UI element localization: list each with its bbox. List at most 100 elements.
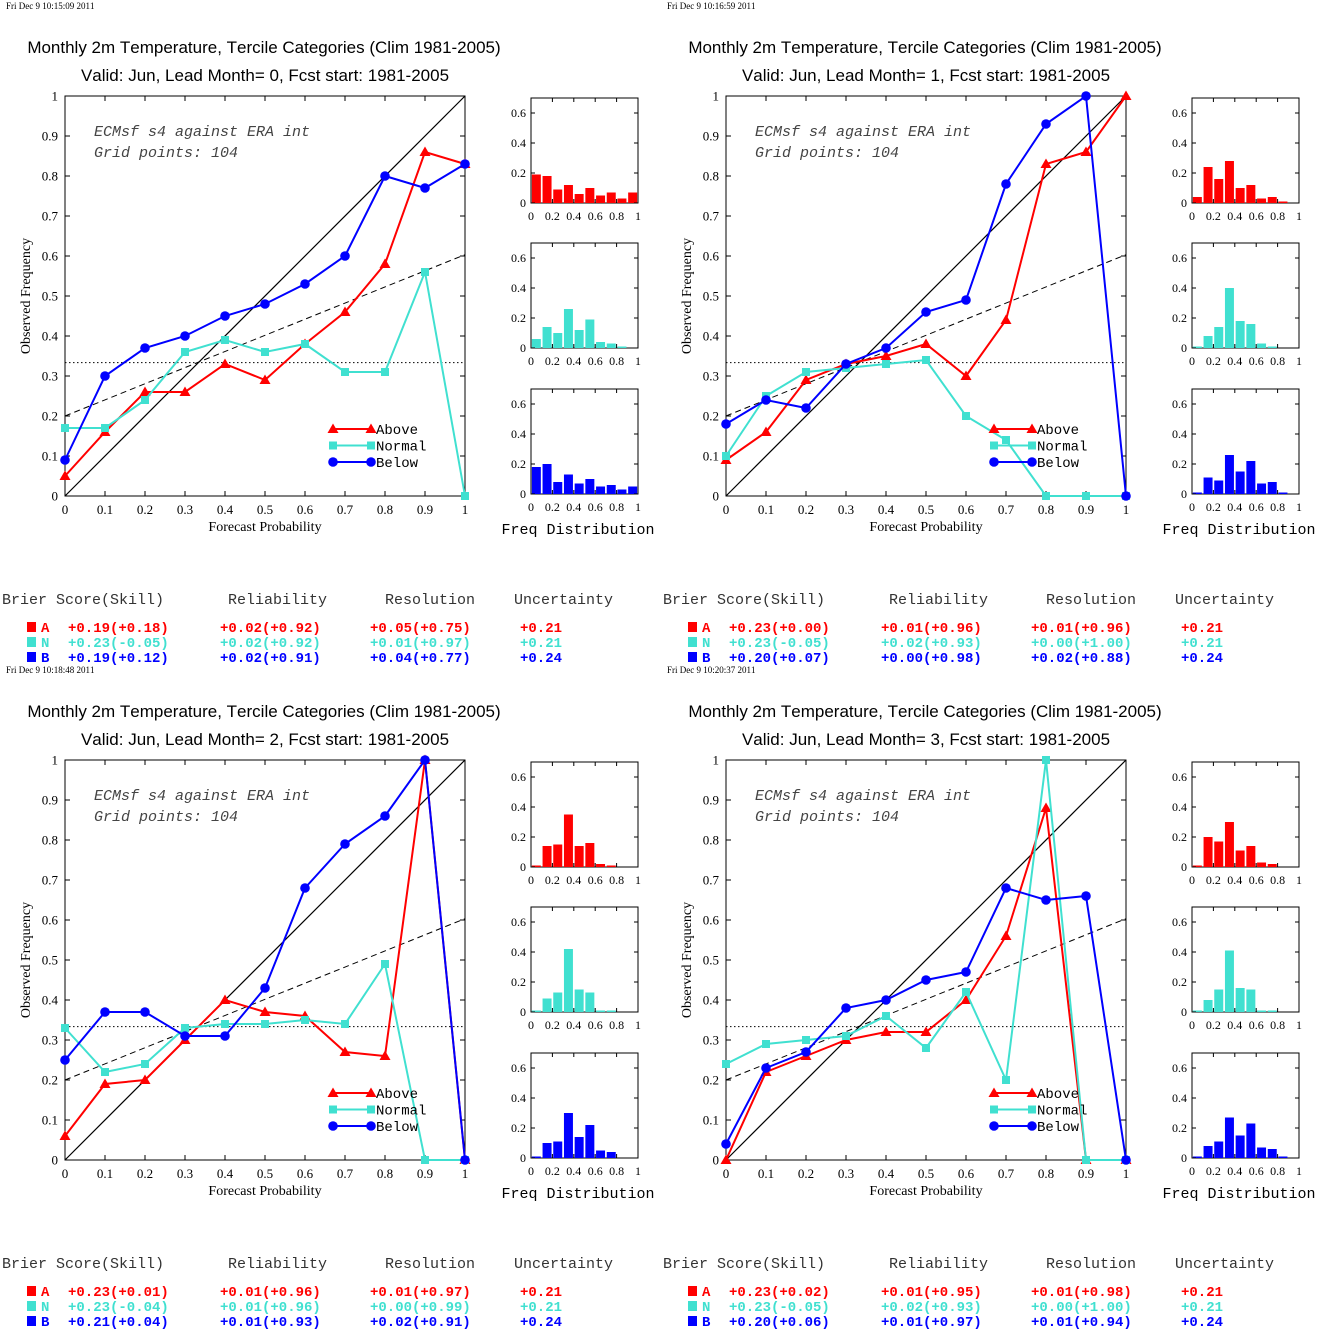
score-value: +0.00(+1.00) xyxy=(1031,1300,1132,1316)
histogram-bar xyxy=(574,846,584,867)
histogram-below: 0 0.2 0.4 0.6 0 0.2 0.4 0.6 0.8 1 xyxy=(1172,1052,1302,1178)
score-value: +0.00(+1.00) xyxy=(1031,636,1132,652)
histogram-frame xyxy=(530,388,639,495)
series-above xyxy=(59,146,471,480)
score-value: +0.05(+0.75) xyxy=(370,621,471,637)
histogram-bar xyxy=(563,949,573,1012)
data-point-above xyxy=(1040,158,1052,168)
data-point-normal xyxy=(461,492,469,500)
legend-label-normal: Normal xyxy=(1037,1104,1087,1120)
series-below xyxy=(60,159,470,465)
legend-marker xyxy=(366,1121,376,1131)
y-tick-label: 0.3 xyxy=(42,369,58,384)
hist-y-tick-label: 0.4 xyxy=(511,1091,526,1105)
data-point-below xyxy=(220,1031,230,1041)
y-tick-label: 0.6 xyxy=(703,913,720,928)
hist-x-tick-label: 0 xyxy=(528,1164,534,1178)
histogram-bar xyxy=(1214,1141,1224,1158)
data-point-above xyxy=(339,1046,351,1056)
score-value: +0.24 xyxy=(1181,1315,1223,1329)
histogram-label: Freq Distribution xyxy=(501,522,654,539)
histogram-bar xyxy=(1203,336,1213,348)
histogram-below: 0 0.2 0.4 0.6 0 0.2 0.4 0.6 0.8 1 xyxy=(511,1052,641,1178)
score-value: +0.01(+0.98) xyxy=(1031,1285,1132,1301)
data-point-normal xyxy=(1082,1156,1090,1164)
histogram-bar xyxy=(585,479,595,494)
data-point-normal xyxy=(882,1012,890,1020)
score-value: +0.23(-0.05) xyxy=(729,1300,830,1316)
hist-x-tick-label: 0.8 xyxy=(1270,1018,1285,1032)
data-point-normal xyxy=(61,1024,69,1032)
x-tick-label: 0.6 xyxy=(297,502,314,517)
hist-x-tick-label: 1 xyxy=(1296,1164,1302,1178)
data-point-normal xyxy=(922,356,930,364)
score-header: Uncertainty xyxy=(1175,1256,1274,1273)
hist-y-tick-label: 0.4 xyxy=(511,136,526,150)
histogram-normal: 0 0.2 0.4 0.6 0 0.2 0.4 0.6 0.8 1 xyxy=(1172,242,1302,368)
hist-x-tick-label: 0.4 xyxy=(566,1164,581,1178)
data-point-normal xyxy=(341,368,349,376)
legend-label-above: Above xyxy=(376,423,418,439)
hist-y-tick-label: 0.4 xyxy=(1172,136,1187,150)
legend-marker xyxy=(365,1087,377,1097)
histogram-bar xyxy=(542,464,552,494)
histogram-bar xyxy=(617,489,627,494)
score-category-letter: B xyxy=(41,1315,50,1329)
series-below xyxy=(721,883,1131,1165)
histogram-bar xyxy=(585,188,595,203)
hist-x-tick-label: 0.8 xyxy=(609,1018,624,1032)
legend-marker xyxy=(365,423,377,433)
hist-x-tick-label: 0.4 xyxy=(566,354,581,368)
histogram-bar xyxy=(531,1156,541,1158)
timestamp: Fri Dec 9 10:20:37 2011 xyxy=(667,665,756,675)
hist-x-tick-label: 0 xyxy=(1189,1018,1195,1032)
hist-x-tick-label: 0 xyxy=(1189,873,1195,887)
y-tick-label: 0.5 xyxy=(42,289,58,304)
legend-marker xyxy=(1028,441,1036,450)
histogram-label: Freq Distribution xyxy=(501,1186,654,1203)
legend-marker xyxy=(329,441,337,450)
score-category-letter: B xyxy=(702,651,711,667)
grid-points-label: Grid points: 104 xyxy=(755,145,899,162)
hist-x-tick-label: 1 xyxy=(1296,354,1302,368)
y-tick-label: 0 xyxy=(52,489,59,504)
histogram-bar xyxy=(596,195,606,203)
x-tick-label: 0 xyxy=(723,502,730,517)
score-value: +0.01(+0.96) xyxy=(220,1300,321,1316)
hist-y-tick-label: 0.6 xyxy=(1172,1061,1187,1075)
data-point-above xyxy=(259,1006,271,1016)
data-point-below xyxy=(881,995,891,1005)
hist-x-tick-label: 0 xyxy=(1189,1164,1195,1178)
y-tick-label: 0.9 xyxy=(703,793,719,808)
hist-x-tick-label: 0.2 xyxy=(545,354,560,368)
score-header: Brier Score(Skill) xyxy=(2,1256,164,1273)
hist-y-tick-label: 0.2 xyxy=(511,830,526,844)
data-point-normal xyxy=(1082,492,1090,500)
hist-x-tick-label: 0.6 xyxy=(1249,873,1264,887)
data-point-below xyxy=(340,251,350,261)
histogram-frame xyxy=(1191,242,1300,349)
score-header: Uncertainty xyxy=(514,1256,613,1273)
histogram-bar xyxy=(1257,862,1267,867)
y-axis-label: Observed Frequency xyxy=(19,238,34,354)
y-tick-label: 0.8 xyxy=(42,833,58,848)
data-point-below xyxy=(881,343,891,353)
y-axis-label: Observed Frequency xyxy=(19,902,34,1018)
y-tick-label: 0.4 xyxy=(703,993,720,1008)
score-value: +0.01(+0.97) xyxy=(881,1315,982,1329)
model-label: ECMsf s4 against ERA int xyxy=(94,788,310,805)
hist-y-tick-label: 0.4 xyxy=(1172,800,1187,814)
hist-y-tick-label: 0 xyxy=(520,196,526,210)
hist-y-tick-label: 0.2 xyxy=(511,1121,526,1135)
x-tick-label: 0.3 xyxy=(177,1166,193,1181)
x-tick-label: 0.1 xyxy=(97,1166,113,1181)
x-tick-label: 0.2 xyxy=(137,502,153,517)
histogram-bar xyxy=(1246,1123,1256,1158)
x-tick-label: 0.6 xyxy=(958,1166,975,1181)
data-point-below xyxy=(100,371,110,381)
histogram-bar xyxy=(1214,179,1224,203)
panel-lead-month-2: Fri Dec 9 10:18:48 2011 Monthly 2m Temper… xyxy=(2,665,655,1329)
histogram-bar xyxy=(553,189,563,203)
score-value: +0.02(+0.91) xyxy=(220,651,321,667)
y-tick-label: 0.8 xyxy=(703,833,719,848)
